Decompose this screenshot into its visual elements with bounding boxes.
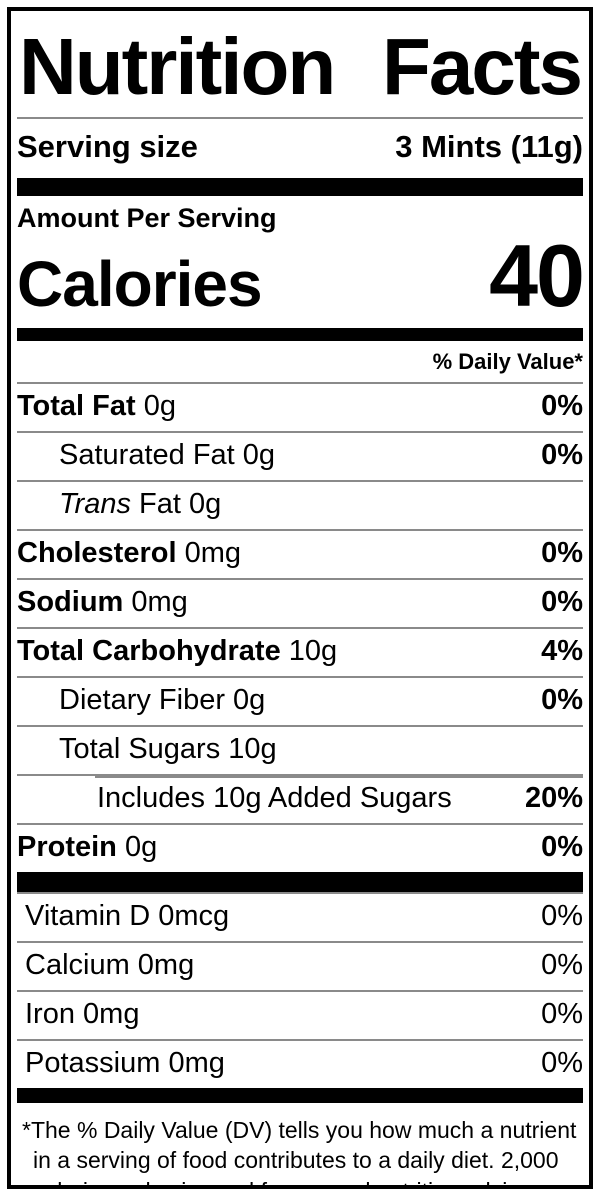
footnote-text: *The % Daily Value (DV) tells you how mu… <box>22 1116 577 1185</box>
nutrient-row: Total Carbohydrate 10g 4% <box>17 626 583 676</box>
daily-value-percent: 0% <box>541 949 583 982</box>
daily-value-percent: 0% <box>541 684 583 717</box>
nutrient-name: Potassium 0mg <box>25 1047 225 1080</box>
nutrient-row: Iron 0mg 0% <box>17 989 583 1039</box>
daily-value-header: % Daily Value* <box>432 348 583 374</box>
nutrient-name: Trans Fat 0g <box>59 488 222 521</box>
label-title: Nutrition Facts <box>17 11 583 117</box>
nutrient-name: Total Carbohydrate 10g <box>17 635 338 668</box>
daily-value-percent: 0% <box>541 1047 583 1080</box>
nutrient-rows: Total Fat 0g 0% Saturated Fat 0g 0% Trans Fa… <box>17 381 583 872</box>
daily-value-percent: 0% <box>541 439 583 472</box>
nutrient-row: Trans Fat 0g <box>17 479 583 529</box>
nutrient-name: Protein 0g <box>17 831 158 864</box>
nutrient-name: Vitamin D 0mcg <box>25 900 230 933</box>
nutrient-name: Includes 10g Added Sugars <box>97 782 452 815</box>
nutrient-name: Dietary Fiber 0g <box>59 684 266 717</box>
nutrient-name: Sodium 0mg <box>17 586 188 619</box>
amount-per-serving-label: Amount Per Serving <box>17 203 277 233</box>
nutrient-row: Cholesterol 0mg 0% <box>17 528 583 578</box>
nutrition-facts-label: Nutrition Facts Serving size 3 Mints (11… <box>7 7 593 1189</box>
nutrient-name: Total Fat 0g <box>17 390 177 423</box>
nutrient-row: Includes 10g Added Sugars 20% <box>17 773 583 823</box>
calories-value: 40 <box>489 225 585 325</box>
daily-value-percent: 4% <box>541 635 583 668</box>
thick-bar-bottom <box>17 1087 583 1103</box>
calories-row: Calories 40 <box>17 225 585 328</box>
thick-bar-vitamins <box>17 871 583 892</box>
nutrient-row: Sodium 0mg 0% <box>17 577 583 627</box>
serving-size-label: Serving size <box>17 129 198 164</box>
serving-size-value: 3 Mints (11g) <box>395 129 583 164</box>
nutrient-row: Saturated Fat 0g 0% <box>17 430 583 480</box>
serving-size-row: Serving size 3 Mints (11g) <box>17 119 583 178</box>
daily-value-percent: 0% <box>541 998 583 1031</box>
nutrient-row: Total Fat 0g 0% <box>17 384 583 431</box>
nutrient-row: Total Sugars 10g <box>17 724 583 774</box>
calories-label: Calories <box>17 247 263 320</box>
nutrient-name: Saturated Fat 0g <box>59 439 276 472</box>
nutrient-name: Iron 0mg <box>25 998 140 1031</box>
nutrient-row: Protein 0g 0% <box>17 822 583 872</box>
nutrient-row: Dietary Fiber 0g 0% <box>17 675 583 725</box>
daily-value-percent: 0% <box>541 900 583 933</box>
vitamin-rows: Vitamin D 0mcg 0% Calcium 0mg 0% Iron 0mg 0% P… <box>17 891 583 1088</box>
label-title-word1: Nutrition <box>19 22 336 111</box>
daily-value-percent: 0% <box>541 586 583 619</box>
nutrient-row: Calcium 0mg 0% <box>17 940 583 990</box>
nutrient-name: Total Sugars 10g <box>59 733 277 766</box>
daily-value-percent: 0% <box>541 390 583 423</box>
daily-value-percent: 20% <box>524 782 583 815</box>
nutrient-name: Calcium 0mg <box>25 949 195 982</box>
nutrient-name: Cholesterol 0mg <box>17 537 242 570</box>
nutrient-row: Vitamin D 0mcg 0% <box>17 894 583 941</box>
nutrient-row: Potassium 0mg 0% <box>17 1038 583 1088</box>
daily-value-percent: 0% <box>541 831 583 864</box>
daily-value-percent: 0% <box>541 537 583 570</box>
thick-bar-top <box>17 178 583 196</box>
calories-divider-bar <box>17 327 583 341</box>
title-divider <box>17 117 583 119</box>
label-title-word2: Facts <box>382 22 583 111</box>
